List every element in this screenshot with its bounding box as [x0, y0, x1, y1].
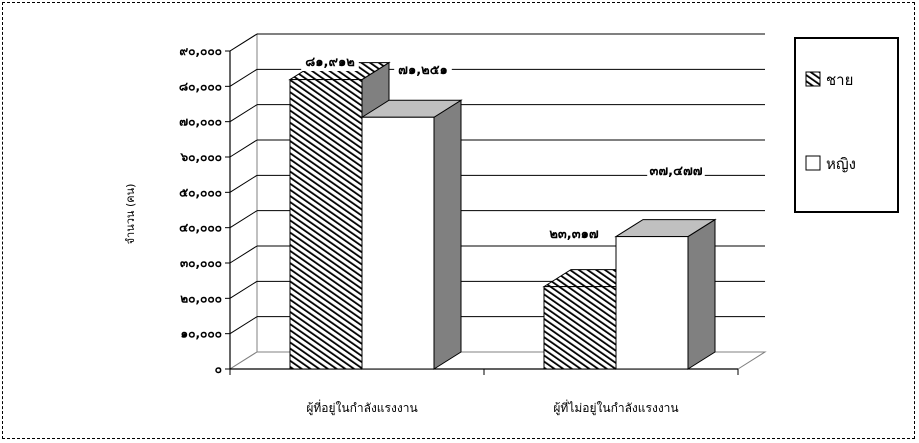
gridline-depth	[229, 174, 258, 193]
y-tick-label: ๐	[215, 362, 222, 376]
gridline-depth	[229, 210, 258, 229]
legend-label-male: ชาย	[826, 71, 853, 89]
bar-female-1	[614, 218, 717, 370]
gridline-depth	[229, 245, 258, 264]
data-label: ๓๗,๔๗๗	[650, 164, 703, 179]
y-tick-label: ๑๐,๐๐๐	[181, 327, 222, 341]
category-label: ผู้ที่อยู่ในกำลังแรงงาน	[306, 399, 417, 416]
gridline-depth	[229, 104, 258, 123]
y-axis-title: จำนวน (คน)	[124, 184, 137, 245]
data-label: ๒๓,๓๑๗	[549, 227, 599, 242]
legend-swatch-female	[805, 155, 821, 171]
y-tick-label: ๗๐,๐๐๐	[179, 115, 222, 129]
gridline-depth	[229, 316, 258, 335]
legend: ชาย หญิง	[794, 37, 899, 213]
y-tick-label: ๒๐,๐๐๐	[180, 291, 222, 305]
gridline-depth	[229, 139, 258, 158]
gridline-depth	[229, 280, 258, 299]
category-label: ผู้ที่ไม่อยู่ในกำลังแรงงาน	[553, 399, 678, 416]
gridline-depth	[229, 33, 258, 52]
legend-label-female: หญิง	[826, 155, 856, 173]
y-tick-label: ๘๐,๐๐๐	[179, 79, 222, 93]
gridline-depth	[229, 68, 258, 87]
y-tick-label: ๖๐,๐๐๐	[180, 150, 222, 164]
y-tick-label: ๔๐,๐๐๐	[179, 221, 222, 235]
bar-female-0	[360, 99, 463, 370]
data-label: ๗๑,๒๕๑	[398, 63, 448, 78]
data-label: ๘๑,๙๑๒	[305, 55, 355, 70]
legend-swatch-male	[805, 71, 821, 87]
y-tick-label: ๕๐,๐๐๐	[179, 185, 222, 199]
y-tick-label: ๙๐,๐๐๐	[179, 44, 222, 58]
y-tick-label: ๓๐,๐๐๐	[180, 256, 222, 270]
